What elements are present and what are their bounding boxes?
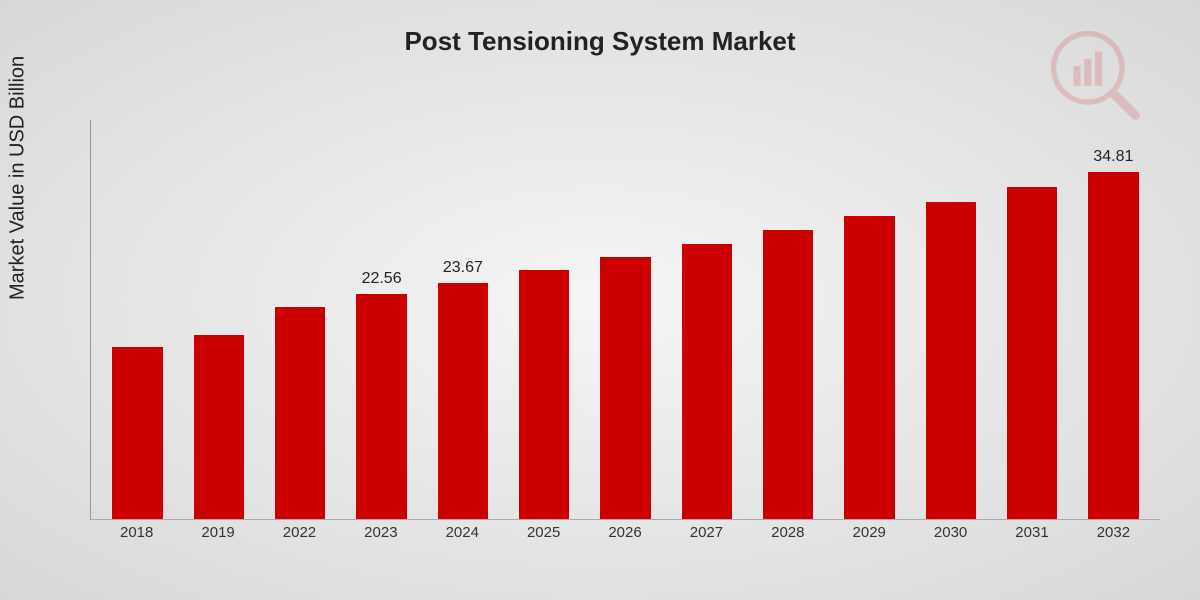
bar-value-label: 34.81 [1093,148,1133,168]
x-tick-label: 2030 [910,524,991,541]
x-tick-label: 2032 [1073,524,1154,541]
bar-container: 22.56 23.67 34.81 [91,120,1160,519]
bar [356,294,406,519]
plot-area: 22.56 23.67 34.81 [90,120,1160,520]
bar-value-label: 22.56 [362,270,402,290]
x-tick-label: 2019 [177,524,258,541]
bar-slot [991,120,1072,519]
y-axis-label: Market Value in USD Billion [7,56,30,300]
bar-slot [748,120,829,519]
bar [844,216,894,519]
bar [275,307,325,519]
bar-slot [97,120,178,519]
x-tick-label: 2026 [584,524,665,541]
bar [1088,172,1138,519]
x-tick-label: 2025 [503,524,584,541]
bar-slot: 23.67 [422,120,503,519]
bar [519,270,569,519]
x-axis-ticks: 2018201920222023202420252026202720282029… [90,524,1160,541]
x-tick-label: 2023 [340,524,421,541]
bar-slot [260,120,341,519]
bar-slot [910,120,991,519]
bar [926,202,976,519]
x-tick-label: 2031 [991,524,1072,541]
x-tick-label: 2027 [666,524,747,541]
x-tick-label: 2022 [259,524,340,541]
bar-slot: 22.56 [341,120,422,519]
bar [682,244,732,519]
x-tick-label: 2024 [422,524,503,541]
bar-slot [178,120,259,519]
bar [438,283,488,519]
bar-slot: 34.81 [1073,120,1154,519]
bar [763,230,813,519]
bar-slot [585,120,666,519]
bar [112,347,162,519]
x-tick-label: 2029 [829,524,910,541]
bar [600,257,650,519]
x-tick-label: 2028 [747,524,828,541]
bar-value-label: 23.67 [443,259,483,279]
bar-slot [504,120,585,519]
watermark-logo-icon [1050,30,1140,120]
bar [194,335,244,519]
bar [1007,187,1057,519]
bar-slot [829,120,910,519]
chart-title: Post Tensioning System Market [0,26,1200,57]
x-tick-label: 2018 [96,524,177,541]
bar-slot [666,120,747,519]
